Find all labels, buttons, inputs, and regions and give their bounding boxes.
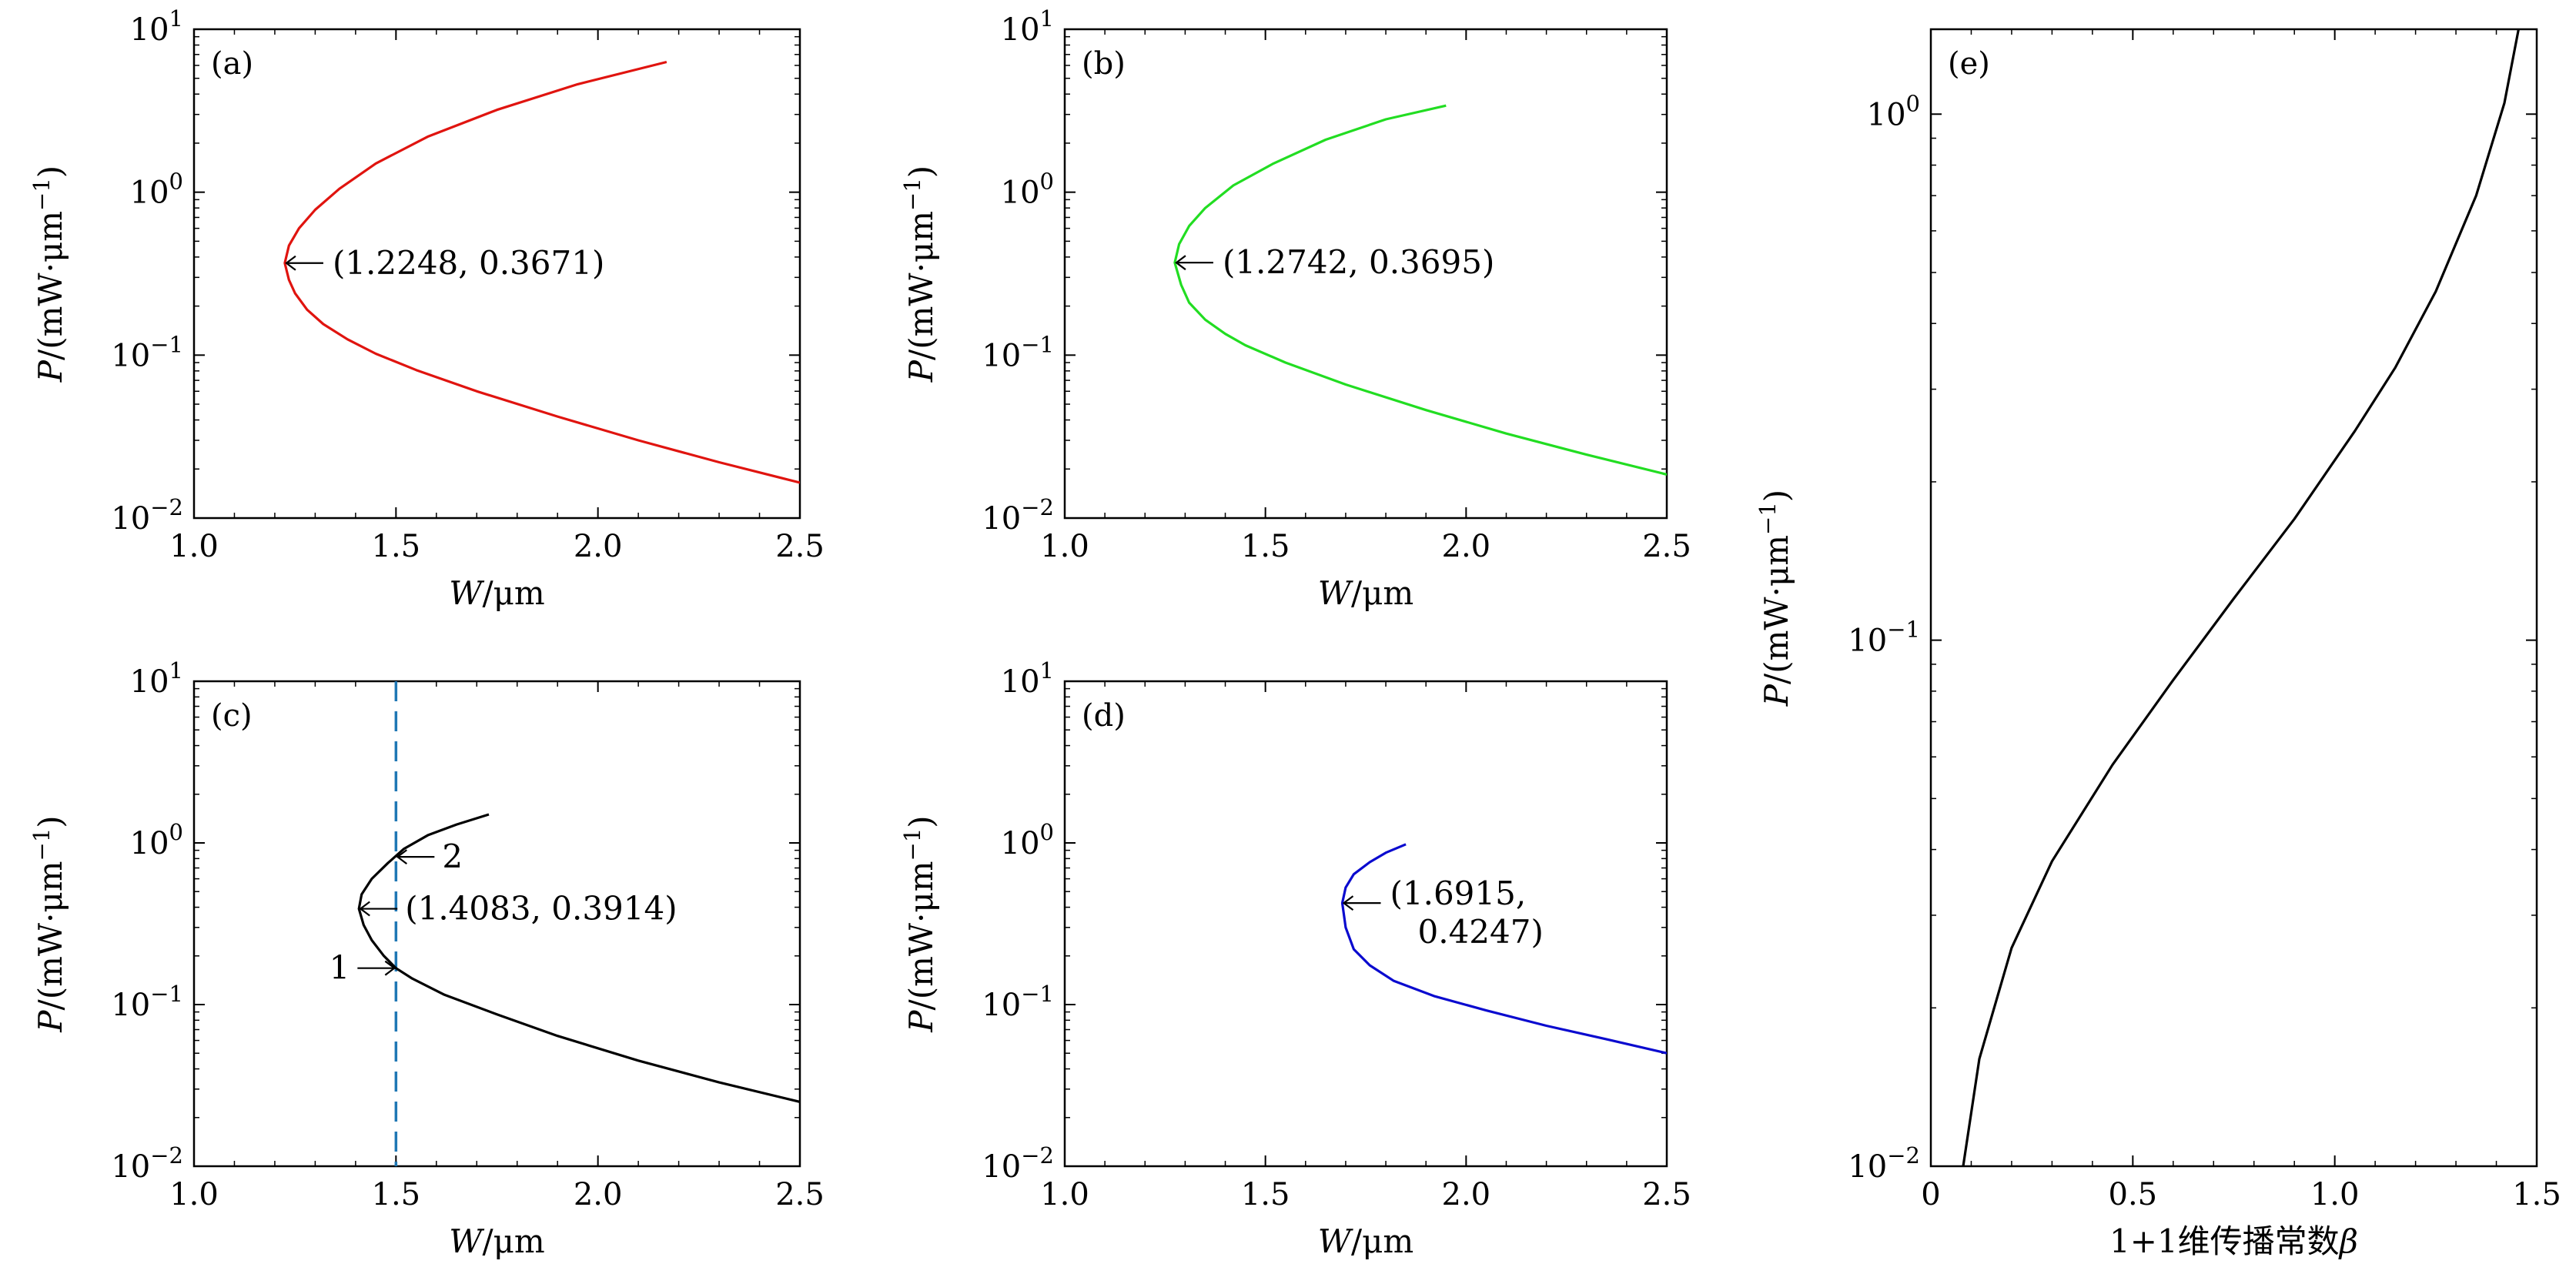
- data-curve: [1962, 29, 2520, 1166]
- x-axis-label: W/μm: [449, 574, 544, 612]
- x-tick-label: 1.5: [372, 1177, 421, 1212]
- data-curve: [283, 60, 800, 484]
- x-tick-label: 0.5: [2109, 1177, 2158, 1212]
- y-tick-label: 10−2: [982, 1142, 1054, 1185]
- plot-frame: [1063, 28, 1668, 520]
- panel-label: (b): [1082, 46, 1126, 82]
- data-curve: [1173, 104, 1667, 476]
- data-curve: [357, 813, 800, 1103]
- y-tick-label: 100: [1001, 169, 1054, 211]
- y-tick-label: 10−1: [1848, 617, 1920, 659]
- x-tick-label: 1.0: [169, 1177, 219, 1212]
- panel-b: 1.0 1.5 2.0 2.5 10−2 10−1 100 101 W/μm P/(mW·μm−1…: [899, 5, 1691, 612]
- panel-c: 1.0 1.5 2.0 2.5 10−2 10−1 100 101 W/μm P/(mW·μm−1…: [28, 657, 825, 1260]
- y-tick-label: 101: [1001, 657, 1054, 700]
- plot-frame: [1929, 28, 2538, 1168]
- annotation-arrow-1-head: [384, 960, 396, 976]
- y-axis-label: P/(mW·μm−1): [899, 815, 940, 1032]
- annotation-arrow-head: [1175, 255, 1186, 271]
- x-tick-label: 2.5: [1642, 529, 1691, 564]
- x-axis-label: W/μm: [449, 1222, 544, 1260]
- x-tick-label: 2.5: [1642, 1177, 1691, 1212]
- x-tick-label: 1.0: [2310, 1177, 2360, 1212]
- panel-label: (c): [211, 698, 253, 734]
- y-tick-label: 10−1: [111, 331, 183, 373]
- x-tick-label: 1.5: [1241, 1177, 1290, 1212]
- x-tick-label: 2.0: [1442, 1177, 1491, 1212]
- y-tick-label: 10−1: [111, 981, 183, 1023]
- x-tick-label: 2.0: [574, 1177, 623, 1212]
- x-tick-label: 1.5: [372, 529, 421, 564]
- x-tick-label: 2.5: [775, 1177, 825, 1212]
- x-tick-label: 2.0: [1442, 529, 1491, 564]
- x-tick-label: 2.5: [775, 529, 825, 564]
- y-tick-label: 10−2: [982, 494, 1054, 537]
- annotation-text-line-1: (1.6915,: [1390, 874, 1527, 912]
- y-tick-label: 100: [1867, 90, 1920, 132]
- x-axis-label: W/μm: [1318, 574, 1413, 612]
- annotation-label-1: 1: [330, 949, 350, 987]
- annotation-arrow-head: [359, 901, 370, 917]
- y-axis-label: P/(mW·μm−1): [1755, 490, 1795, 707]
- y-tick-label: 100: [130, 169, 183, 211]
- y-tick-label: 101: [1001, 5, 1054, 48]
- x-tick-label: 1.0: [1040, 529, 1089, 564]
- panel-label: (a): [211, 46, 253, 82]
- y-tick-label: 10−1: [982, 331, 1054, 373]
- annotation-arrow-2-head: [396, 849, 407, 864]
- panel-label: (e): [1948, 46, 1990, 82]
- y-tick-label: 10−1: [982, 981, 1054, 1023]
- x-tick-label: 0: [1921, 1177, 1940, 1212]
- panel-a: 1.0 1.5 2.0 2.5 10−2 10−1 100 101 W/μm P/(mW·μm−1…: [28, 5, 825, 612]
- annotation-text: (1.4083, 0.3914): [405, 890, 677, 928]
- y-tick-label: 10−2: [1848, 1142, 1920, 1185]
- y-axis-label: P/(mW·μm−1): [28, 815, 69, 1032]
- data-curve: [1340, 843, 1667, 1055]
- y-tick-label: 10−2: [111, 1142, 183, 1185]
- annotation-text: (1.2248, 0.3671): [333, 244, 604, 282]
- y-tick-label: 100: [1001, 819, 1054, 861]
- plot-frame: [1063, 680, 1668, 1168]
- panel-e: 0 0.5 1.0 1.5 10−2 10−1 100 1+1维传播常数β P/(mW·μm−1…: [1755, 28, 2561, 1260]
- x-tick-label: 1.5: [2512, 1177, 2561, 1212]
- x-tick-label: 2.0: [574, 529, 623, 564]
- y-tick-label: 101: [130, 5, 183, 48]
- y-tick-label: 101: [130, 657, 183, 700]
- plot-frame: [192, 680, 801, 1168]
- x-tick-label: 1.5: [1241, 529, 1290, 564]
- x-axis-label: 1+1维传播常数β: [2109, 1222, 2358, 1260]
- annotation-text: (1.2742, 0.3695): [1223, 243, 1494, 281]
- y-axis-label: P/(mW·μm−1): [899, 166, 940, 383]
- y-tick-label: 10−2: [111, 494, 183, 537]
- x-tick-label: 1.0: [169, 529, 219, 564]
- y-tick-label: 100: [130, 819, 183, 861]
- annotation-label-2: 2: [442, 838, 463, 875]
- annotation-arrow-head: [285, 255, 296, 271]
- panel-label: (d): [1082, 698, 1126, 734]
- x-axis-label: W/μm: [1318, 1222, 1413, 1260]
- x-tick-label: 1.0: [1040, 1177, 1089, 1212]
- plot-frame: [192, 28, 801, 520]
- annotation-text-line-2: 0.4247): [1418, 913, 1544, 951]
- panel-d: 1.0 1.5 2.0 2.5 10−2 10−1 100 101 W/μm P/(mW·μm−1…: [899, 657, 1691, 1260]
- annotation-arrow-head: [1342, 895, 1354, 911]
- y-axis-label: P/(mW·μm−1): [28, 166, 69, 383]
